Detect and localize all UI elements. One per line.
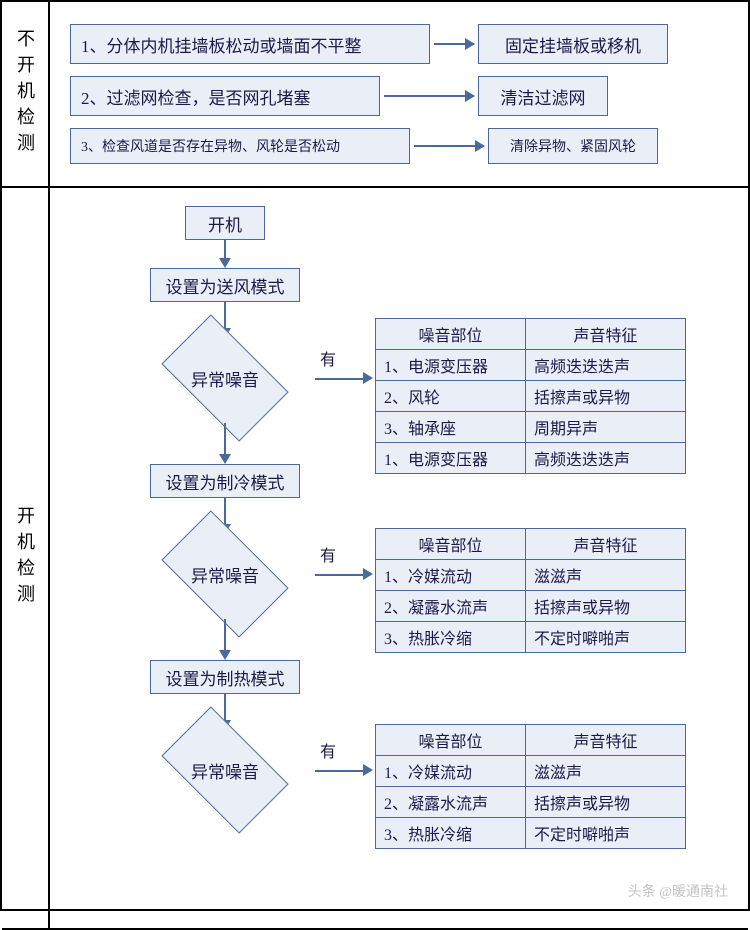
connector — [315, 378, 365, 380]
connector — [315, 770, 365, 772]
td: 3、热胀冷缩 — [376, 622, 526, 653]
diagram-container: 不开机检测 1、分体内机挂墙板松动或墙面不平整 固定挂墙板或移机 2、过滤网检查… — [0, 0, 750, 911]
node-step1: 设置为送风模式 — [150, 268, 300, 302]
arrow-down-icon — [219, 650, 231, 660]
td: 括擦声或异物 — [526, 787, 686, 818]
th-feature: 声音特征 — [526, 319, 686, 350]
th-feature: 声音特征 — [526, 529, 686, 560]
td: 1、冷媒流动 — [376, 560, 526, 591]
bottom-body: 开机 设置为送风模式 异常噪音 有 噪音部位声音特征 1、电源变压器高频迭迭迭声… — [50, 188, 748, 928]
cause-box-1: 1、分体内机挂墙板松动或墙面不平整 — [70, 24, 430, 64]
noise-table-1: 噪音部位声音特征 1、电源变压器高频迭迭迭声 2、风轮括擦声或异物 3、轴承座周… — [375, 318, 686, 474]
arrow-right-icon — [363, 764, 373, 776]
td: 2、凝露水流声 — [376, 787, 526, 818]
side-label-top: 不开机检测 — [2, 2, 50, 186]
td: 2、凝露水流声 — [376, 591, 526, 622]
section-no-power: 不开机检测 1、分体内机挂墙板松动或墙面不平整 固定挂墙板或移机 2、过滤网检查… — [2, 2, 748, 188]
node-step2: 设置为制冷模式 — [150, 464, 300, 498]
section-power-on: 开机检测 开机 设置为送风模式 异常噪音 有 噪音部位声音特征 — [2, 188, 748, 930]
connector — [315, 574, 365, 576]
cond-label-2: 有 — [320, 542, 336, 566]
td: 滋滋声 — [526, 560, 686, 591]
arrow-right-icon — [363, 568, 373, 580]
cause-box-3: 3、检查风道是否存在异物、风轮是否松动 — [70, 128, 410, 164]
td: 不定时噼啪声 — [526, 818, 686, 849]
arrow-icon — [434, 43, 474, 45]
action-box-3: 清除异物、紧固风轮 — [488, 128, 658, 164]
arrow-icon — [414, 145, 484, 147]
td: 1、冷媒流动 — [376, 756, 526, 787]
noise-table-3: 噪音部位声音特征 1、冷媒流动滋滋声 2、凝露水流声括擦声或异物 3、热胀冷缩不… — [375, 724, 686, 849]
node-step3: 设置为制热模式 — [150, 660, 300, 694]
cond-label-3: 有 — [320, 738, 336, 762]
watermark-text: 头条 @暖通南社 — [628, 881, 728, 901]
cause-box-2: 2、过滤网检查，是否网孔堵塞 — [70, 76, 380, 116]
td: 周期异声 — [526, 412, 686, 443]
th-part: 噪音部位 — [376, 319, 526, 350]
top-row-1: 1、分体内机挂墙板松动或墙面不平整 固定挂墙板或移机 — [70, 24, 728, 64]
top-row-2: 2、过滤网检查，是否网孔堵塞 清洁过滤网 — [70, 76, 728, 116]
td: 括擦声或异物 — [526, 591, 686, 622]
arrow-down-icon — [219, 258, 231, 268]
flowchart: 开机 设置为送风模式 异常噪音 有 噪音部位声音特征 1、电源变压器高频迭迭迭声… — [70, 198, 728, 918]
td: 3、热胀冷缩 — [376, 818, 526, 849]
side-label-bottom: 开机检测 — [2, 188, 50, 928]
top-body: 1、分体内机挂墙板松动或墙面不平整 固定挂墙板或移机 2、过滤网检查，是否网孔堵… — [50, 2, 748, 186]
th-feature: 声音特征 — [526, 725, 686, 756]
cond-label-1: 有 — [320, 346, 336, 370]
th-part: 噪音部位 — [376, 529, 526, 560]
td: 高频迭迭迭声 — [526, 350, 686, 381]
td: 高频迭迭迭声 — [526, 443, 686, 474]
td: 1、电源变压器 — [376, 443, 526, 474]
td: 括擦声或异物 — [526, 381, 686, 412]
td: 3、轴承座 — [376, 412, 526, 443]
td: 滋滋声 — [526, 756, 686, 787]
node-start: 开机 — [185, 206, 265, 240]
action-box-2: 清洁过滤网 — [478, 76, 608, 116]
td: 1、电源变压器 — [376, 350, 526, 381]
decision-3-shape — [161, 706, 288, 833]
action-box-1: 固定挂墙板或移机 — [478, 24, 668, 64]
td: 2、风轮 — [376, 381, 526, 412]
arrow-right-icon — [363, 372, 373, 384]
connector — [224, 423, 226, 458]
top-row-3: 3、检查风道是否存在异物、风轮是否松动 清除异物、紧固风轮 — [70, 128, 728, 164]
noise-table-2: 噪音部位声音特征 1、冷媒流动滋滋声 2、凝露水流声括擦声或异物 3、热胀冷缩不… — [375, 528, 686, 653]
arrow-icon — [384, 95, 474, 97]
arrow-down-icon — [219, 454, 231, 464]
td: 不定时噼啪声 — [526, 622, 686, 653]
connector — [224, 619, 226, 654]
th-part: 噪音部位 — [376, 725, 526, 756]
